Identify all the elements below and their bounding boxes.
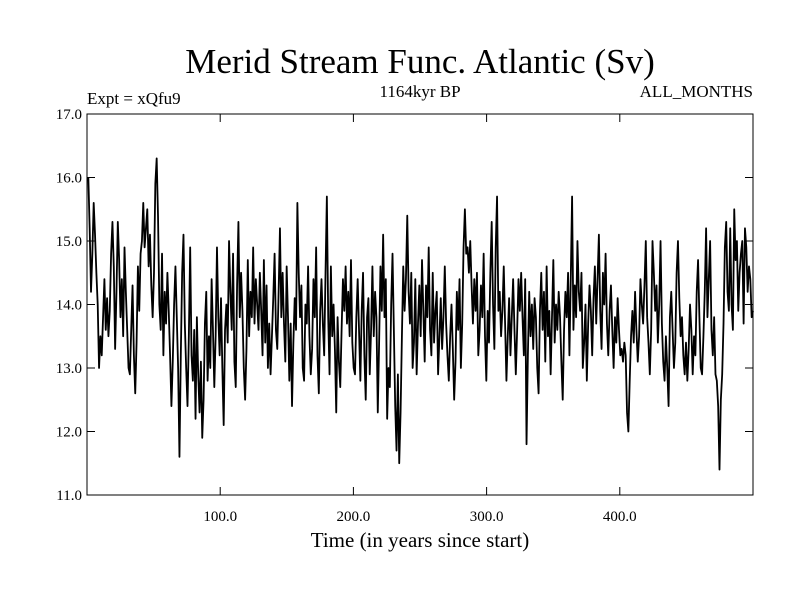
- period-label: 1164kyr BP: [379, 82, 460, 101]
- x-tick-label: 200.0: [337, 509, 371, 525]
- chart-title: Merid Stream Func. Atlantic (Sv): [185, 42, 655, 81]
- y-tick-label: 12.0: [56, 425, 82, 441]
- y-tick-label: 17.0: [56, 107, 82, 123]
- series-line: [87, 157, 754, 471]
- y-tick-label: 16.0: [56, 171, 82, 187]
- x-tick-label: 100.0: [203, 509, 237, 525]
- y-tick-label: 11.0: [56, 488, 82, 504]
- y-tick-label: 14.0: [56, 298, 82, 314]
- x-tick-label: 300.0: [470, 509, 504, 525]
- experiment-label: Expt = xQfu9: [87, 89, 181, 108]
- x-axis-label: Time (in years since start): [311, 528, 530, 552]
- y-tick-label: 13.0: [56, 361, 82, 377]
- months-label: ALL_MONTHS: [640, 82, 753, 101]
- y-tick-label: 15.0: [56, 234, 82, 250]
- x-axis: 100.0 200.0 300.0 400.0: [203, 114, 637, 525]
- y-axis: 11.0 12.0 13.0 14.0 15.0 16.0 17.0: [56, 107, 753, 504]
- x-tick-label: 400.0: [603, 509, 637, 525]
